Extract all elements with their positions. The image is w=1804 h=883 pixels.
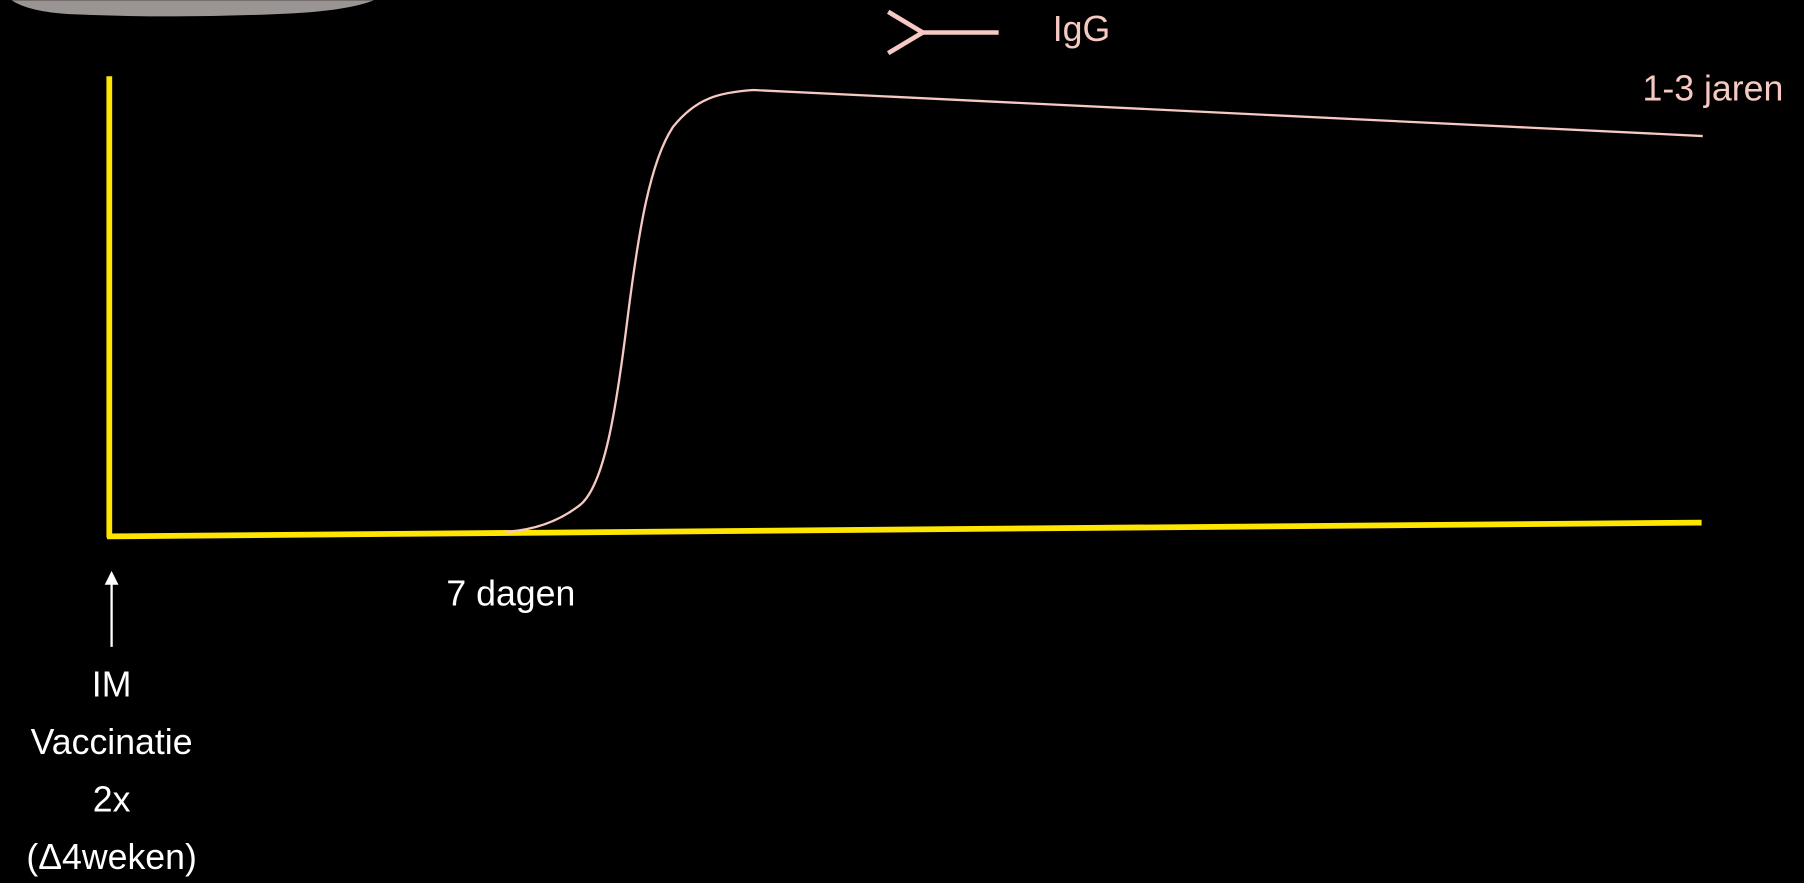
igg-curve (506, 88, 1703, 533)
injection-line: (Δ4weken) (26, 837, 196, 877)
injection-line: IM (92, 665, 132, 705)
injection-text: IM Vaccinatie 2x (Δ4weken) (26, 665, 196, 878)
injection-line: Vaccinatie (31, 722, 193, 762)
injection-line: 2x (93, 780, 131, 820)
image-fragment (11, 0, 374, 17)
onset-label: 7 dagen (446, 574, 575, 614)
injection-arrowhead (104, 570, 119, 585)
duration-label: 1-3 jaren (1643, 69, 1784, 109)
antibody-icon (887, 9, 999, 56)
x-axis (106, 519, 1702, 540)
legend-label: IgG (1053, 9, 1110, 49)
